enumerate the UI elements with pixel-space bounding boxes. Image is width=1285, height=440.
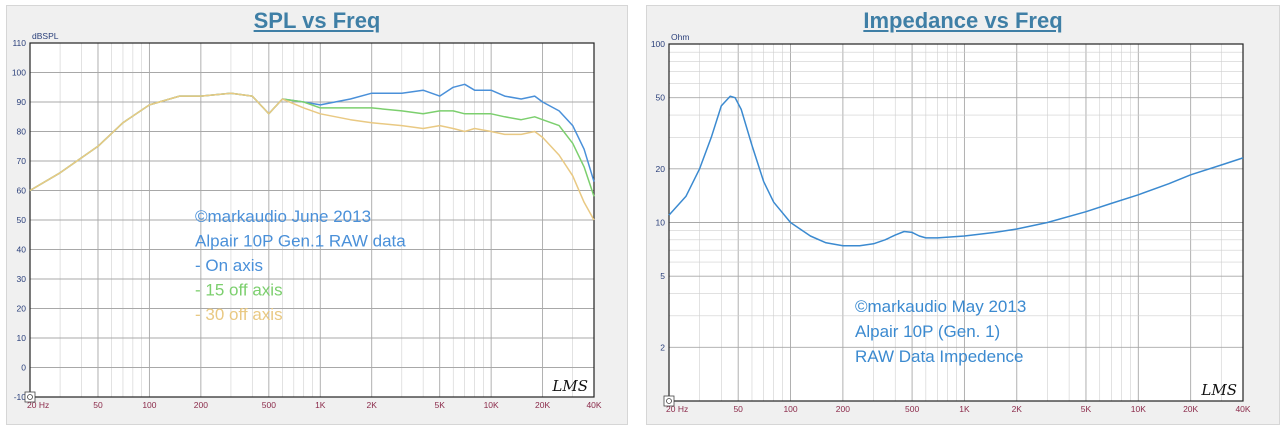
lms-watermark: LMS — [551, 377, 588, 395]
x-tick-label: 100 — [142, 400, 156, 410]
y-tick-label: 100 — [651, 39, 665, 49]
lms-watermark: LMS — [1200, 381, 1237, 399]
corner-marker-icon — [24, 391, 36, 403]
x-tick-label: 1K — [959, 404, 970, 414]
y-tick-label: 0 — [21, 363, 26, 373]
x-tick-label: 50 — [93, 400, 103, 410]
x-tick-label: 20 Hz — [27, 400, 49, 410]
annotation-text: ©markaudio June 2013 — [195, 207, 371, 226]
annotation-text: RAW Data Impedence — [855, 347, 1024, 366]
y-tick-label: 10 — [17, 333, 27, 343]
plot-border — [668, 43, 1244, 402]
x-tick-label: 200 — [194, 400, 208, 410]
y-tick-label: 80 — [17, 127, 27, 137]
x-tick-label: 20K — [535, 400, 550, 410]
y-tick-label: 50 — [17, 215, 27, 225]
series-line-0 — [668, 95, 1244, 247]
impedance-chart-title: Impedance vs Freq — [863, 8, 1063, 33]
y-tick-label: 10 — [656, 218, 666, 228]
impedance-chart-panel: Impedance vs Freq 20 Hz 50 100 200 500 1K 2K 5K… — [646, 5, 1280, 425]
y-axis-label: Ohm — [671, 32, 689, 42]
spl-chart-panel: SPL vs Freq 20 Hz 50 100 200 500 1K 2K 5K 10K 20K… — [6, 5, 628, 425]
x-tick-label: 20K — [1183, 404, 1198, 414]
annotation-text: ©markaudio May 2013 — [855, 297, 1026, 316]
y-tick-label: 5 — [660, 271, 665, 281]
x-tick-label: 200 — [836, 404, 850, 414]
x-tick-label: 10K — [484, 400, 499, 410]
y-tick-label: 20 — [17, 304, 27, 314]
x-tick-label: 2K — [1012, 404, 1023, 414]
spl-chart-svg: 20 Hz 50 100 200 500 1K 2K 5K 10K 20K 40K110100908… — [12, 31, 602, 410]
y-tick-label: 40 — [17, 245, 27, 255]
annotation-text: - 15 off axis — [195, 281, 283, 300]
y-tick-label: 100 — [12, 68, 26, 78]
y-tick-label: 30 — [17, 274, 27, 284]
annotation-text: - 30 off axis — [195, 305, 283, 324]
x-tick-label: 50 — [733, 404, 743, 414]
x-tick-label: 500 — [262, 400, 276, 410]
x-tick-label: 40K — [1235, 404, 1250, 414]
x-tick-label: 100 — [783, 404, 797, 414]
x-tick-label: 20 Hz — [666, 404, 688, 414]
y-tick-label: -10 — [14, 392, 27, 402]
corner-marker-icon — [663, 395, 675, 407]
y-tick-label: 50 — [656, 93, 666, 103]
annotation-text: Alpair 10P (Gen. 1) — [855, 322, 1000, 341]
x-tick-label: 5K — [434, 400, 445, 410]
impedance-chart-svg: 20 Hz 50 100 200 500 1K 2K 5K 10K 20K 40K 100 50 20 10… — [651, 32, 1251, 414]
x-tick-label: 1K — [315, 400, 326, 410]
annotation-text: Alpair 10P Gen.1 RAW data — [195, 232, 406, 251]
x-tick-label: 40K — [586, 400, 601, 410]
y-tick-label: 90 — [17, 97, 27, 107]
x-tick-label: 2K — [367, 400, 378, 410]
y-tick-label: 20 — [656, 164, 666, 174]
y-tick-label: 110 — [12, 38, 26, 48]
annotation-text: - On axis — [195, 256, 263, 275]
y-tick-label: 70 — [17, 156, 27, 166]
y-tick-label: 60 — [17, 186, 27, 196]
spl-chart-title: SPL vs Freq — [253, 8, 381, 33]
y-tick-label: 2 — [660, 342, 665, 352]
x-tick-label: 5K — [1081, 404, 1092, 414]
x-tick-label: 10K — [1131, 404, 1146, 414]
series-line-2 — [29, 92, 595, 221]
y-axis-label: dBSPL — [32, 31, 59, 41]
x-tick-label: 500 — [905, 404, 919, 414]
